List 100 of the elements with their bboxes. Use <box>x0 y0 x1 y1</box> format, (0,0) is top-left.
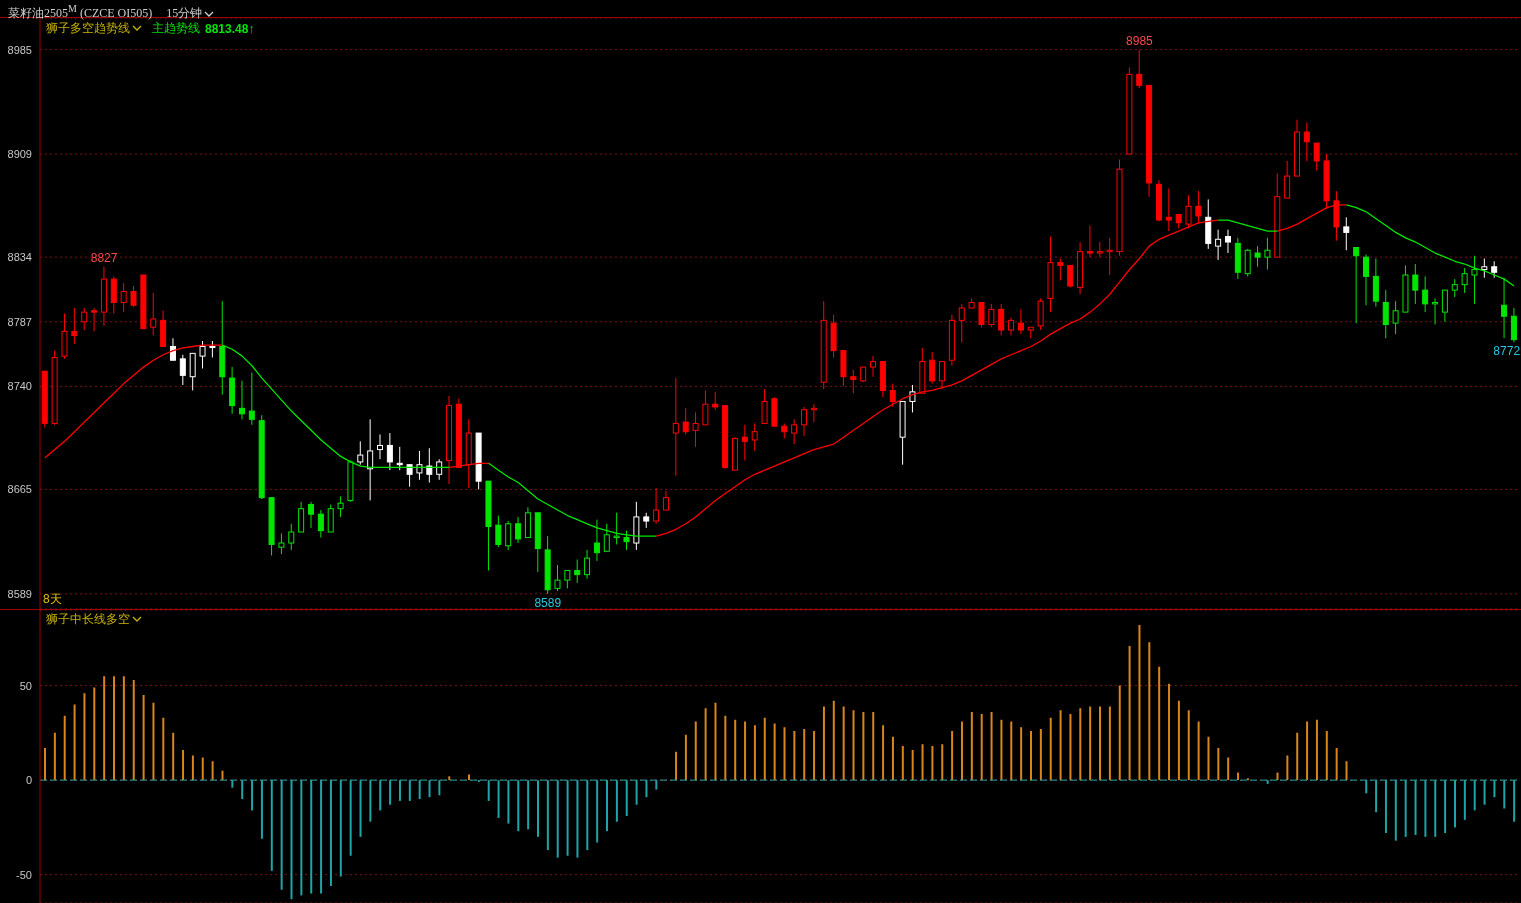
bar <box>1335 747 1338 781</box>
bar <box>1207 736 1210 781</box>
candlestick <box>1481 258 1488 279</box>
candlestick <box>672 377 679 477</box>
candlestick <box>189 352 196 391</box>
bar <box>211 761 214 781</box>
candlestick <box>692 411 699 448</box>
bar <box>1030 730 1032 781</box>
candlestick <box>682 407 689 435</box>
bar <box>714 702 717 781</box>
bar <box>113 676 116 781</box>
y-tick-label: -50 <box>16 868 32 881</box>
candlestick <box>130 285 137 308</box>
candlestick <box>751 422 758 452</box>
candlestick <box>248 372 255 426</box>
candlestick <box>1254 245 1261 268</box>
bar <box>753 725 756 781</box>
candlestick <box>1303 121 1310 162</box>
candlestick <box>801 406 807 437</box>
bar <box>813 730 816 781</box>
bar <box>1325 730 1328 781</box>
bar <box>842 706 845 781</box>
candlestick <box>1353 247 1360 324</box>
bar <box>931 746 934 781</box>
bar <box>1306 721 1309 781</box>
bar <box>191 755 194 781</box>
bar <box>467 774 470 781</box>
bar <box>132 679 135 781</box>
candlestick <box>702 389 709 426</box>
bar <box>803 729 806 781</box>
bar <box>1118 685 1121 781</box>
bar <box>852 710 855 781</box>
bar <box>1000 719 1003 781</box>
y-tick-label: 0 <box>25 774 32 787</box>
candlestick <box>978 302 985 328</box>
bar <box>724 715 727 781</box>
bar <box>960 721 963 781</box>
y-tick-label: 8985 <box>7 43 32 56</box>
candlestick <box>426 447 433 484</box>
bar <box>1020 727 1023 781</box>
candlestick <box>71 307 78 345</box>
bar <box>1148 642 1151 781</box>
candlestick <box>889 383 896 408</box>
bar <box>941 744 944 781</box>
candlestick <box>909 384 916 413</box>
bar <box>684 734 687 781</box>
y-tick-label: 8787 <box>7 315 32 328</box>
bar <box>832 700 835 781</box>
annotation: 8天 <box>43 591 62 608</box>
y-tick-label: 8909 <box>7 147 32 160</box>
bar <box>1315 719 1318 781</box>
candlestick <box>396 446 403 471</box>
candlestick <box>308 501 314 529</box>
candlestick <box>988 303 995 328</box>
candlestick <box>120 282 127 313</box>
candlestick <box>1017 308 1024 335</box>
bar <box>63 715 66 781</box>
bar <box>1079 708 1082 781</box>
bar <box>83 693 86 781</box>
candlestick <box>150 292 157 336</box>
candlestick <box>1136 49 1143 89</box>
candlestick <box>850 369 857 394</box>
candlestick <box>554 564 561 592</box>
candlestick <box>436 458 443 481</box>
candlestick <box>998 303 1005 336</box>
chart-title: 菜籽油2505$^{M}$ (CZCE OI505) <box>8 3 153 20</box>
bar <box>142 695 145 781</box>
y-tick-label: 50 <box>19 679 32 692</box>
candlestick <box>1224 229 1231 254</box>
bar <box>783 727 786 781</box>
candlestick <box>1392 300 1399 335</box>
candlestick <box>367 418 374 501</box>
candlestick <box>357 440 364 466</box>
bar <box>675 751 678 781</box>
bar <box>980 713 983 781</box>
candlestick <box>238 380 245 420</box>
bar <box>911 749 914 781</box>
candlestick <box>929 351 936 385</box>
y-tick-label: 8589 <box>7 587 32 600</box>
candlestick <box>810 403 817 423</box>
y-tick-label: 8834 <box>7 251 32 264</box>
candlestick <box>791 418 798 445</box>
annotation: 8827 <box>90 250 118 265</box>
bar <box>872 712 875 781</box>
candlestick <box>662 490 669 511</box>
candlestick <box>1106 237 1113 276</box>
bar <box>1010 721 1013 781</box>
candlestick <box>1363 253 1370 306</box>
bar <box>1187 710 1190 781</box>
bar <box>1089 706 1092 781</box>
bar <box>901 746 904 781</box>
candlestick <box>1501 277 1508 339</box>
bar <box>1049 717 1052 781</box>
bar <box>1069 713 1072 781</box>
bar <box>990 712 993 781</box>
candlestick <box>416 450 423 481</box>
candlestick <box>1284 160 1291 199</box>
bar <box>1217 747 1220 781</box>
candlestick <box>653 487 660 525</box>
bar <box>53 732 56 781</box>
